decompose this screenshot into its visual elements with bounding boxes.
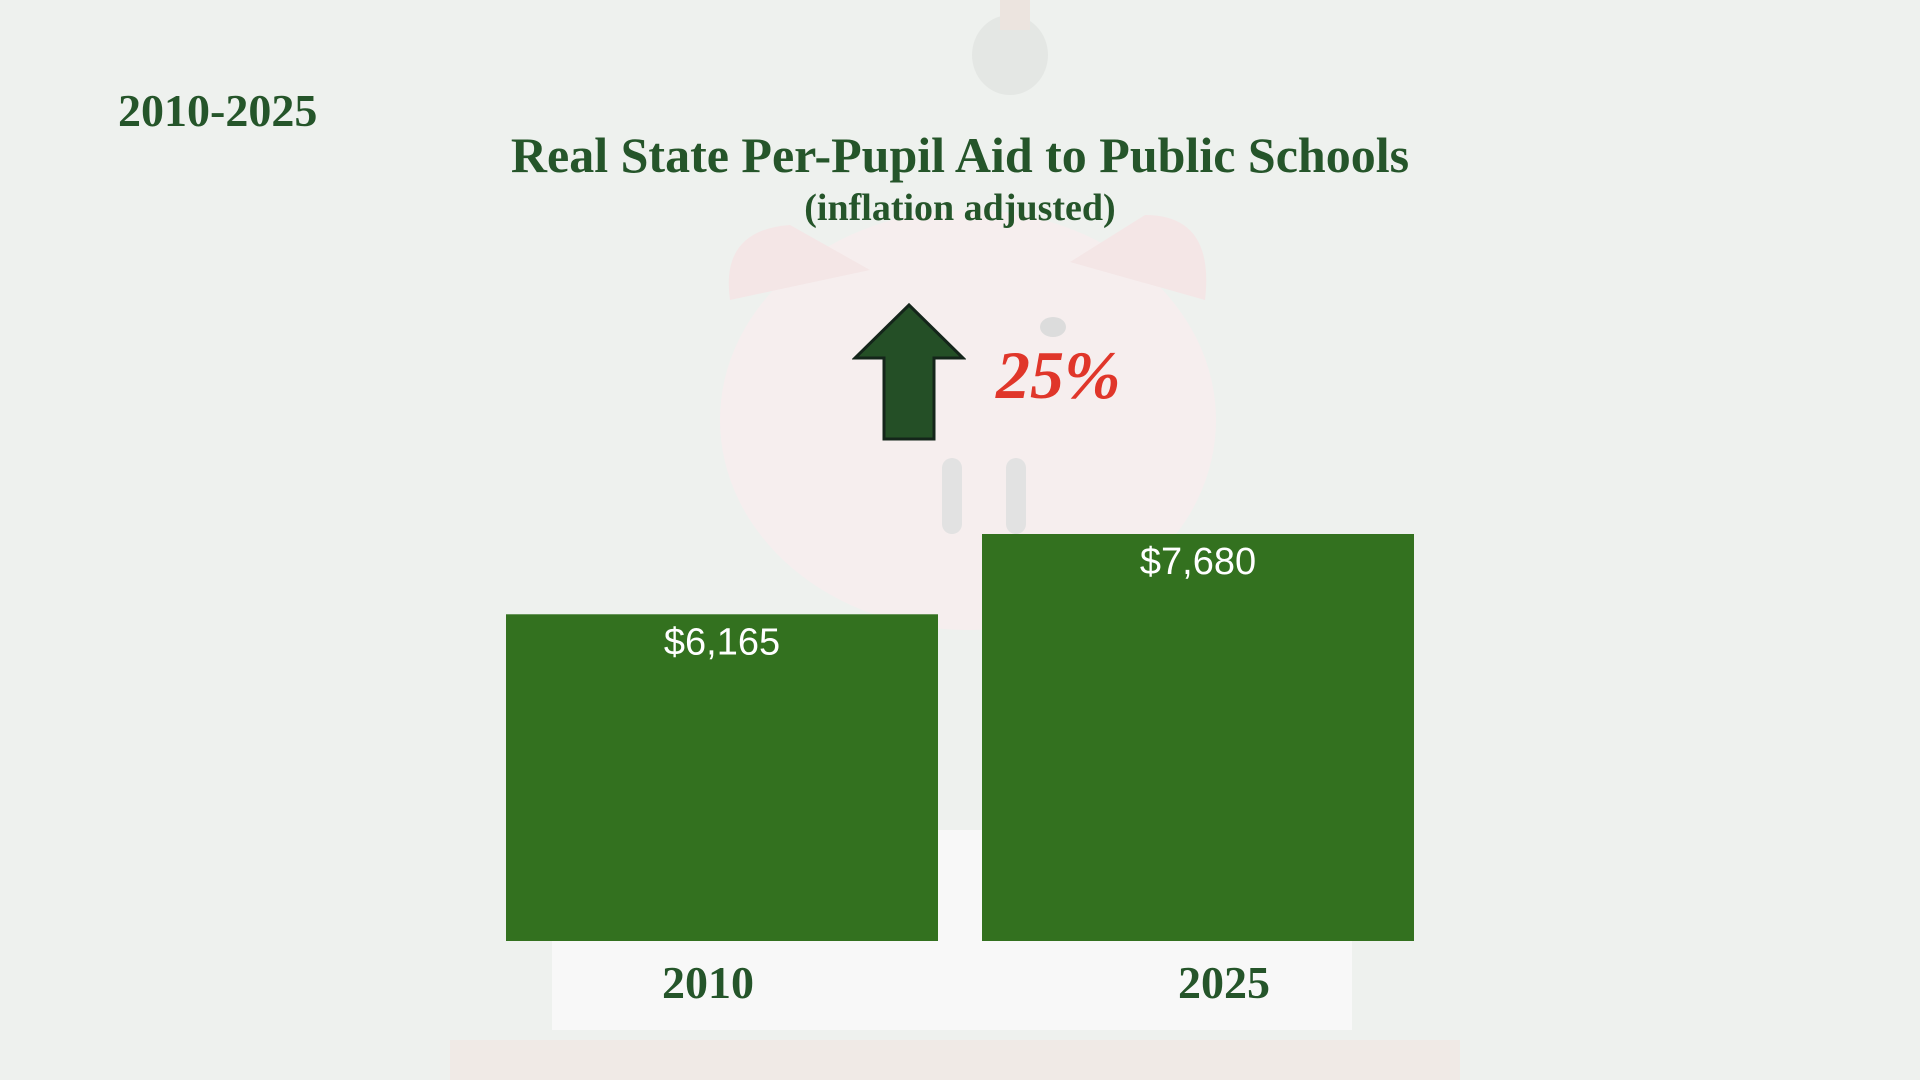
chart-title-text: Real State Per-Pupil Aid to Public Schoo… — [510, 127, 1410, 183]
up-arrow-icon — [852, 302, 966, 441]
period-label: 2010-2025 — [118, 85, 318, 136]
bar-2025 — [982, 534, 1414, 941]
bar-value-label: $6,165 — [664, 621, 780, 663]
chart-title: Real State Per-Pupil Aid to Public Schoo… — [0, 126, 1920, 184]
category-label: 2025 — [1178, 957, 1270, 1008]
bar-2010 — [506, 614, 938, 941]
change-percent-label: 25% — [996, 337, 1121, 413]
category-label: 2010 — [662, 957, 754, 1008]
bar-value-label: $7,680 — [1140, 541, 1256, 583]
chart-subtitle: (inflation adjusted) — [804, 187, 1116, 229]
